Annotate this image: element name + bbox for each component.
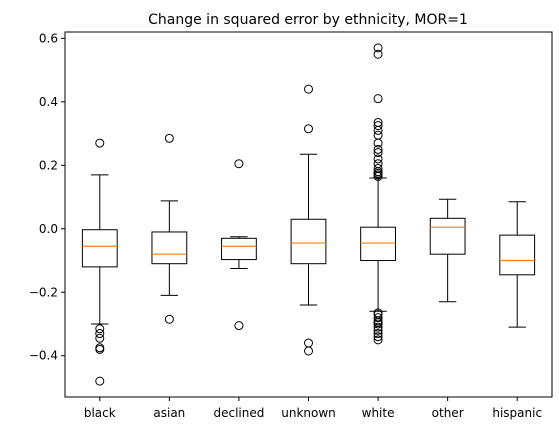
iqr-box bbox=[429, 217, 466, 255]
y-tick-label: −0.2 bbox=[29, 285, 58, 299]
box-hispanic bbox=[499, 201, 536, 328]
outlier-point bbox=[373, 313, 383, 323]
outlier-point bbox=[95, 138, 105, 148]
outlier-point bbox=[304, 338, 313, 348]
outlier-point bbox=[373, 148, 383, 158]
iqr-box bbox=[81, 229, 118, 268]
outlier-point bbox=[373, 335, 383, 345]
x-tick-label: black bbox=[84, 406, 116, 420]
outlier-point bbox=[373, 130, 383, 140]
outlier-point bbox=[373, 49, 383, 59]
outlier-point bbox=[373, 159, 383, 169]
outlier-point bbox=[373, 325, 383, 335]
x-tick-label: asian bbox=[153, 406, 185, 420]
outlier-point bbox=[95, 344, 105, 354]
outlier-point bbox=[95, 324, 105, 334]
box-white bbox=[360, 43, 396, 345]
x-axis: black asian declined unknown white other hispa… bbox=[84, 397, 542, 420]
box-asian bbox=[151, 133, 188, 324]
outlier-point bbox=[304, 346, 313, 356]
outlier-point bbox=[373, 319, 383, 329]
y-tick-label: 0.0 bbox=[39, 222, 58, 236]
outlier-point bbox=[373, 329, 383, 339]
x-tick-label: other bbox=[432, 406, 464, 420]
box-other bbox=[429, 198, 466, 303]
y-tick-label: 0.6 bbox=[39, 31, 58, 45]
outlier-point bbox=[373, 332, 383, 342]
outlier-point bbox=[373, 144, 383, 154]
y-axis: −0.4 −0.2 0.0 0.2 0.4 0.6 bbox=[29, 31, 65, 363]
outlier-point bbox=[234, 321, 244, 331]
outlier-point bbox=[373, 125, 383, 135]
x-tick-label: unknown bbox=[281, 406, 336, 420]
iqr-box bbox=[360, 226, 396, 262]
outlier-point bbox=[304, 84, 313, 94]
outlier-point bbox=[95, 333, 105, 343]
outlier-point bbox=[164, 133, 174, 143]
outlier-point bbox=[373, 322, 383, 332]
iqr-box bbox=[499, 234, 536, 276]
box-unknown bbox=[290, 84, 327, 356]
plot-frame bbox=[64, 31, 553, 398]
outlier-point bbox=[234, 159, 244, 169]
box-black bbox=[81, 138, 118, 386]
outlier-point bbox=[95, 329, 105, 339]
outlier-point bbox=[304, 124, 313, 134]
outlier-point bbox=[164, 314, 174, 324]
outlier-point bbox=[373, 43, 383, 53]
outlier-point bbox=[373, 154, 383, 164]
outlier-point bbox=[373, 121, 383, 131]
chart-title: Change in squared error by ethnicity, MO… bbox=[148, 12, 468, 28]
outlier-point bbox=[95, 376, 105, 386]
iqr-box bbox=[151, 231, 188, 265]
outlier-point bbox=[373, 171, 383, 181]
iqr-box bbox=[290, 218, 327, 265]
box-declined bbox=[221, 159, 257, 331]
x-tick-label: declined bbox=[213, 406, 264, 420]
x-tick-label: hispanic bbox=[492, 406, 542, 420]
y-tick-label: −0.4 bbox=[29, 349, 58, 363]
outlier-point bbox=[373, 138, 383, 148]
x-tick-label: white bbox=[362, 406, 395, 420]
y-tick-label: 0.4 bbox=[39, 95, 58, 109]
plot-area bbox=[81, 43, 536, 386]
outlier-point bbox=[373, 94, 383, 104]
y-tick-label: 0.2 bbox=[39, 158, 58, 172]
iqr-box bbox=[221, 237, 257, 261]
